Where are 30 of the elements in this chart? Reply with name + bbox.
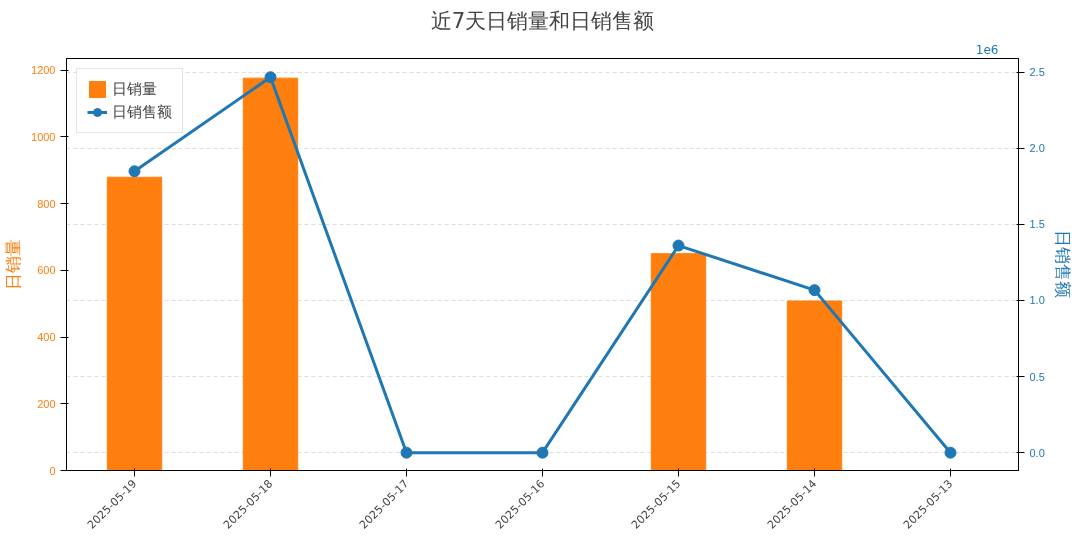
y-tick-label: 600 xyxy=(37,264,56,277)
y2-tick-label: 1.0 xyxy=(1029,294,1045,307)
y-tick-label: 400 xyxy=(37,331,56,344)
y2-tick-label: 1.5 xyxy=(1029,218,1045,231)
y-tick-label: 800 xyxy=(37,197,56,210)
bar xyxy=(106,176,163,471)
chart-title: 近7天日销量和日销售额 xyxy=(430,7,655,33)
y-axis-title: 日销量 xyxy=(3,239,24,290)
y-tick-label: 200 xyxy=(37,397,56,410)
point xyxy=(536,446,549,459)
text: 1e6 xyxy=(975,42,999,57)
point xyxy=(808,284,821,297)
legend-label: 日销量 xyxy=(112,79,157,99)
bar xyxy=(242,77,299,471)
y-tick-label: 0 xyxy=(49,464,56,477)
y2-tick-label: 2.5 xyxy=(1029,66,1045,79)
y-tick-label: 1000 xyxy=(31,130,56,143)
y2-axis-title: 日销售额 xyxy=(1052,230,1073,299)
y2-tick-label: 2.0 xyxy=(1029,142,1045,155)
bar xyxy=(786,300,843,471)
point xyxy=(400,446,413,459)
legend-label: 日销售额 xyxy=(112,102,172,122)
y2-tick-label: 0.0 xyxy=(1029,446,1045,459)
point xyxy=(264,71,277,84)
point xyxy=(128,165,141,178)
y2-tick-label: 0.5 xyxy=(1029,370,1045,383)
point xyxy=(944,446,957,459)
y-tick-label: 1200 xyxy=(31,64,56,77)
point xyxy=(672,239,685,252)
bar xyxy=(650,253,707,471)
